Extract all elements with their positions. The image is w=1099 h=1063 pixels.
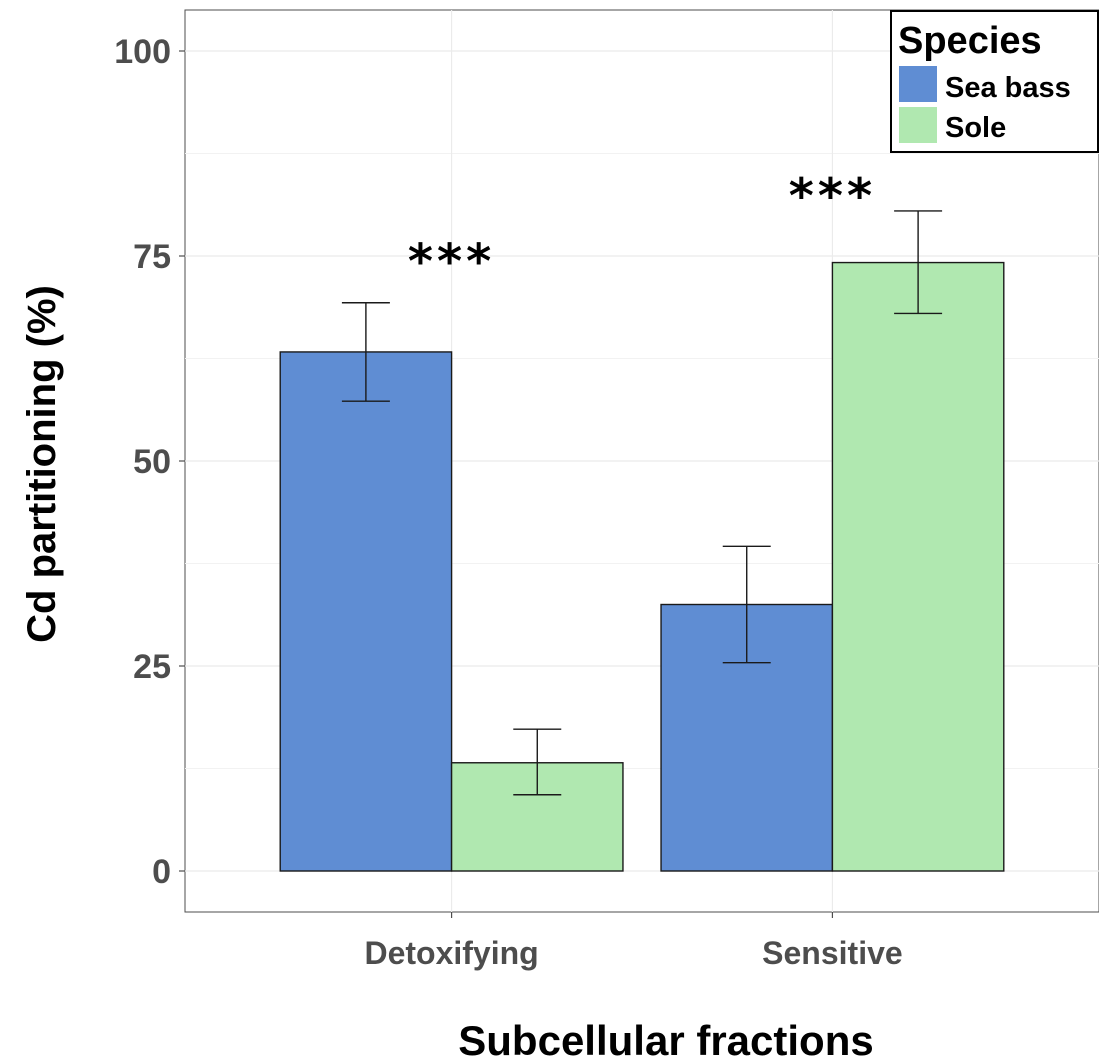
bar-sole <box>831 261 1005 872</box>
significance-markers: *** *** <box>408 168 876 290</box>
y-tick-label: 0 <box>152 853 171 891</box>
legend-swatch-sole <box>899 107 937 143</box>
significance-label: *** <box>789 168 876 224</box>
y-axis-title: Cd partitioning (%) <box>20 285 64 643</box>
x-axis-title: Subcellular fractions <box>458 1017 873 1063</box>
legend: Species Sea bass Sole <box>890 10 1099 153</box>
bars <box>279 261 1005 872</box>
legend-label-sole: Sole <box>945 112 1006 144</box>
y-tick-label: 25 <box>133 648 171 686</box>
y-tick-label: 100 <box>114 33 171 71</box>
x-tick-label: Sensitive <box>762 935 903 971</box>
y-tick-label: 75 <box>133 238 171 276</box>
y-tick-label: 50 <box>133 443 171 481</box>
legend-swatch-sea-bass <box>899 66 937 102</box>
significance-label: *** <box>408 234 495 290</box>
error-bars <box>341 210 943 796</box>
x-tick-label: Detoxifying <box>364 935 538 971</box>
bar-sea-bass <box>279 351 453 872</box>
legend-title: Species <box>898 20 1042 62</box>
legend-label-sea-bass: Sea bass <box>945 72 1071 104</box>
axes: 0 25 50 75 100 Detoxifying Sensitive <box>114 33 902 971</box>
